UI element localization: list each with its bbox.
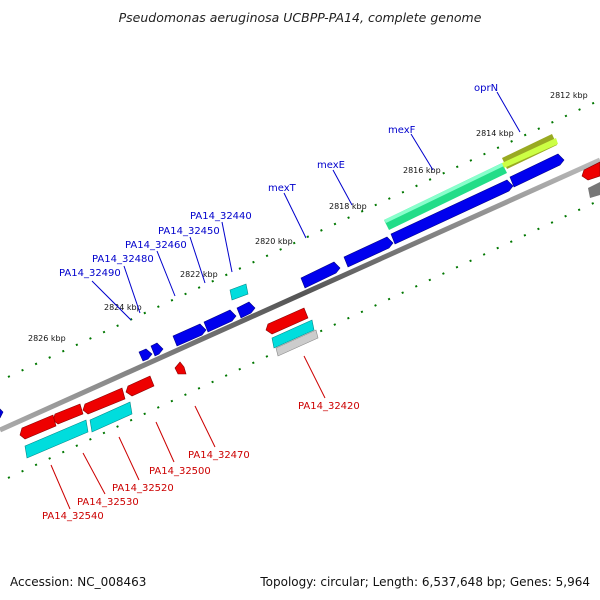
gene-PA14-32480[interactable] [150,342,164,357]
kbp-label-2820: 2820 kbp [255,237,293,246]
gene-cyan-32520[interactable] [89,401,133,433]
gene-PA14-32440[interactable] [236,301,256,319]
gene-mexF[interactable] [390,179,514,245]
kbp-label-2822: 2822 kbp [180,270,218,279]
cyan-genes [24,283,315,459]
grey-genes [275,182,600,357]
label-oprN[interactable]: oprN [474,83,498,94]
gene-PA14-32490[interactable] [138,348,153,362]
gene-grey-32420[interactable] [275,329,319,357]
map-title: Pseudomonas aeruginosa UCBPP-PA14, compl… [119,10,482,25]
label-PA14-32420[interactable]: PA14_32420 [298,401,360,412]
highlight-regions [384,134,558,230]
label-mexF[interactable]: mexF [388,125,416,136]
gene-edge-left[interactable] [0,408,4,419]
kbp-label-2816: 2816 kbp [403,166,441,175]
label-PA14-32440[interactable]: PA14_32440 [190,211,252,222]
label-PA14-32470[interactable]: PA14_32470 [188,450,250,461]
leader-lines-reverse [50,355,326,510]
gene-PA14-32450[interactable] [203,309,237,333]
gene-cyan-32440[interactable] [229,283,249,301]
forward-gene-labels: oprN mexF mexE mexT PA14_32440 PA14_3245… [59,83,498,279]
gene-PA14-32500[interactable] [125,375,155,397]
gene-cyan-32420[interactable] [271,319,315,349]
genome-summary-text: Topology: circular; Length: 6,537,648 bp… [259,575,590,589]
kbp-label-2812: 2812 kbp [550,91,588,100]
leader-lines-forward [91,91,521,321]
gene-oprN[interactable] [509,153,565,188]
gene-PA14-32530[interactable] [52,403,84,425]
label-PA14-32450[interactable]: PA14_32450 [158,226,220,237]
gene-PA14-32520-red[interactable] [82,387,126,415]
gene-PA14-32460[interactable] [172,323,207,347]
gene-PA14-32470[interactable] [174,361,187,375]
label-PA14-32500[interactable]: PA14_32500 [149,466,211,477]
label-PA14-32490[interactable]: PA14_32490 [59,268,121,279]
reverse-gene-labels: PA14_32420 PA14_32470 PA14_32500 PA14_32… [42,401,360,522]
forward-genes [0,153,565,419]
gene-PA14-32420[interactable] [265,307,309,335]
label-PA14-32480[interactable]: PA14_32480 [92,254,154,265]
accession-text: Accession: NC_008463 [10,575,146,589]
kbp-label-2824: 2824 kbp [104,303,142,312]
gene-PA14-32540-red[interactable] [19,414,57,440]
label-PA14-32540[interactable]: PA14_32540 [42,511,104,522]
gene-right-edge[interactable] [581,161,600,181]
label-mexT[interactable]: mexT [268,183,297,194]
label-PA14-32520[interactable]: PA14_32520 [112,483,174,494]
kbp-label-2814: 2814 kbp [476,129,514,138]
gene-grey-edge[interactable] [588,182,600,198]
kbp-label-2818: 2818 kbp [329,202,367,211]
kbp-scale: 2812 kbp 2814 kbp 2816 kbp 2818 kbp 2820… [28,91,588,343]
label-mexE[interactable]: mexE [317,160,345,171]
gene-mexE[interactable] [343,236,394,268]
genome-backbone [0,157,600,433]
reverse-genes [19,161,600,440]
label-PA14-32530[interactable]: PA14_32530 [77,497,139,508]
gene-mexT[interactable] [300,261,341,289]
kbp-label-2826: 2826 kbp [28,334,66,343]
label-PA14-32460[interactable]: PA14_32460 [125,240,187,251]
gene-cyan-32540[interactable] [24,419,89,459]
